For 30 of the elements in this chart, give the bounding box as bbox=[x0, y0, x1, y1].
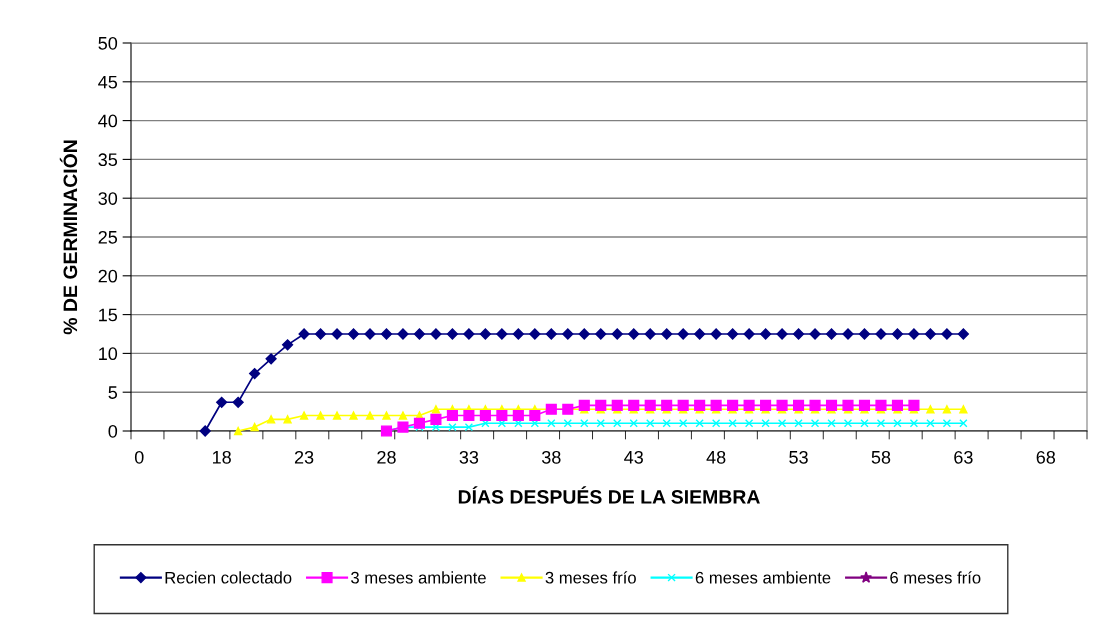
y-tick-label: 40 bbox=[98, 114, 118, 128]
x-tick-label: 43 bbox=[624, 450, 643, 464]
x-tick-label: 28 bbox=[377, 450, 396, 464]
x-tick-label: 53 bbox=[789, 450, 808, 464]
y-tick-label: 20 bbox=[98, 269, 118, 283]
legend-label: Recien colectado bbox=[165, 571, 292, 584]
y-tick-label: 15 bbox=[99, 308, 118, 322]
y-tick-label: 30 bbox=[98, 192, 118, 205]
x-tick-label: 33 bbox=[459, 450, 479, 464]
x-tick-label: 23 bbox=[294, 450, 314, 464]
x-tick-label: 58 bbox=[871, 450, 891, 464]
y-tick-label: 0 bbox=[108, 424, 118, 438]
y-axis-title: % DE GERMINACIÓN bbox=[59, 140, 78, 335]
x-tick-label: 38 bbox=[541, 450, 561, 464]
x-tick-label: 18 bbox=[212, 450, 231, 464]
legend-label: 6 meses frío bbox=[890, 571, 981, 584]
y-tick-label: 25 bbox=[98, 230, 118, 244]
y-tick-label: 50 bbox=[98, 36, 118, 50]
x-tick-label: 63 bbox=[954, 450, 973, 464]
y-tick-label: 10 bbox=[99, 347, 118, 361]
y-tick-label: 45 bbox=[98, 75, 118, 89]
x-tick-label: 68 bbox=[1036, 450, 1056, 464]
y-tick-label: 35 bbox=[98, 153, 118, 167]
legend-label: 3 meses frío bbox=[545, 571, 636, 584]
y-tick-label: 5 bbox=[108, 386, 118, 399]
legend-label: 3 meses ambiente bbox=[351, 571, 486, 584]
legend-label: 6 meses ambiente bbox=[695, 571, 831, 584]
x-axis-title: DÍAS DESPUÉS DE LA SIEMBRA bbox=[458, 486, 760, 504]
x-tick-label: 48 bbox=[706, 450, 726, 464]
x-tick-label: 0 bbox=[134, 450, 144, 464]
